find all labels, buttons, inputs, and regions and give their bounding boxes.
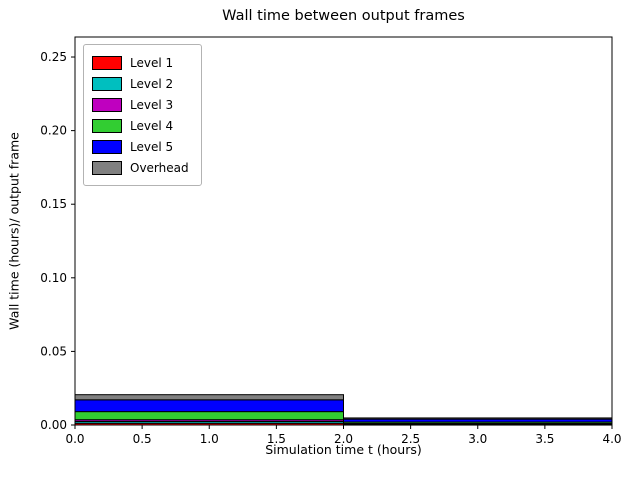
legend-swatch-level-5 bbox=[92, 139, 122, 154]
x-tick-label: 1.5 bbox=[267, 432, 286, 446]
legend-swatch-level-4 bbox=[92, 118, 122, 133]
legend-label: Level 4 bbox=[130, 118, 174, 133]
x-tick-label: 0.5 bbox=[133, 432, 152, 446]
legend-label: Overhead bbox=[130, 160, 189, 175]
y-tick-label: 0.10 bbox=[40, 271, 67, 285]
legend-swatch-level-3 bbox=[92, 97, 122, 112]
y-axis-label: Wall time (hours)/ output frame bbox=[6, 132, 22, 330]
y-tick-label: 0.25 bbox=[40, 50, 67, 64]
bar-segment-overhead-1 bbox=[343, 417, 613, 420]
legend: Level 1 Level 2 Level 3 Level 4 Level 5 Overh… bbox=[83, 44, 202, 186]
y-tick-label: 0.00 bbox=[40, 418, 67, 432]
bar-segment-overhead-0 bbox=[74, 394, 344, 401]
legend-item-level-4: Level 4 bbox=[92, 115, 189, 136]
legend-item-level-2: Level 2 bbox=[92, 73, 189, 94]
y-tick-label: 0.20 bbox=[40, 124, 67, 138]
bar-segment-level-5-0 bbox=[74, 399, 344, 413]
x-tick-label: 3.5 bbox=[535, 432, 554, 446]
x-tick-label: 2.0 bbox=[334, 432, 353, 446]
bar-segment-level-4-0 bbox=[74, 411, 344, 421]
x-tick-label: 2.5 bbox=[401, 432, 420, 446]
legend-swatch-level-2 bbox=[92, 76, 122, 91]
x-tick-label: 0.0 bbox=[65, 432, 84, 446]
chart-title: Wall time between output frames bbox=[222, 8, 465, 24]
x-tick-label: 1.0 bbox=[200, 432, 219, 446]
x-axis-label: Simulation time t (hours) bbox=[265, 442, 422, 457]
legend-item-level-5: Level 5 bbox=[92, 136, 189, 157]
legend-label: Level 1 bbox=[130, 55, 174, 70]
legend-item-overhead: Overhead bbox=[92, 157, 189, 178]
legend-swatch-level-1 bbox=[92, 55, 122, 70]
x-tick-label: 4.0 bbox=[602, 432, 621, 446]
legend-label: Level 5 bbox=[130, 139, 174, 154]
y-tick-label: 0.15 bbox=[40, 197, 67, 211]
legend-label: Level 3 bbox=[130, 97, 174, 112]
legend-swatch-overhead bbox=[92, 160, 122, 175]
legend-label: Level 2 bbox=[130, 76, 174, 91]
y-tick-label: 0.05 bbox=[40, 344, 67, 358]
legend-item-level-1: Level 1 bbox=[92, 52, 189, 73]
legend-item-level-3: Level 3 bbox=[92, 94, 189, 115]
x-tick-label: 3.0 bbox=[468, 432, 487, 446]
